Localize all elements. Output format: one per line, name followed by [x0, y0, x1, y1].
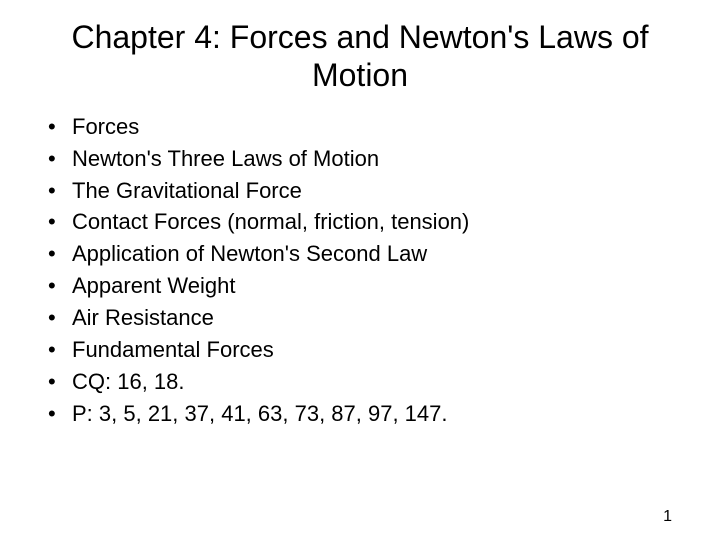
page-number: 1	[663, 508, 672, 526]
list-item: Apparent Weight	[48, 270, 720, 302]
bullet-list: Forces Newton's Three Laws of Motion The…	[0, 95, 720, 430]
list-item: CQ: 16, 18.	[48, 366, 720, 398]
list-item: P: 3, 5, 21, 37, 41, 63, 73, 87, 97, 147…	[48, 398, 720, 430]
slide-title: Chapter 4: Forces and Newton's Laws of M…	[0, 0, 720, 95]
list-item: Forces	[48, 111, 720, 143]
list-item: The Gravitational Force	[48, 175, 720, 207]
list-item: Fundamental Forces	[48, 334, 720, 366]
list-item: Newton's Three Laws of Motion	[48, 143, 720, 175]
list-item: Application of Newton's Second Law	[48, 238, 720, 270]
list-item: Contact Forces (normal, friction, tensio…	[48, 206, 720, 238]
list-item: Air Resistance	[48, 302, 720, 334]
